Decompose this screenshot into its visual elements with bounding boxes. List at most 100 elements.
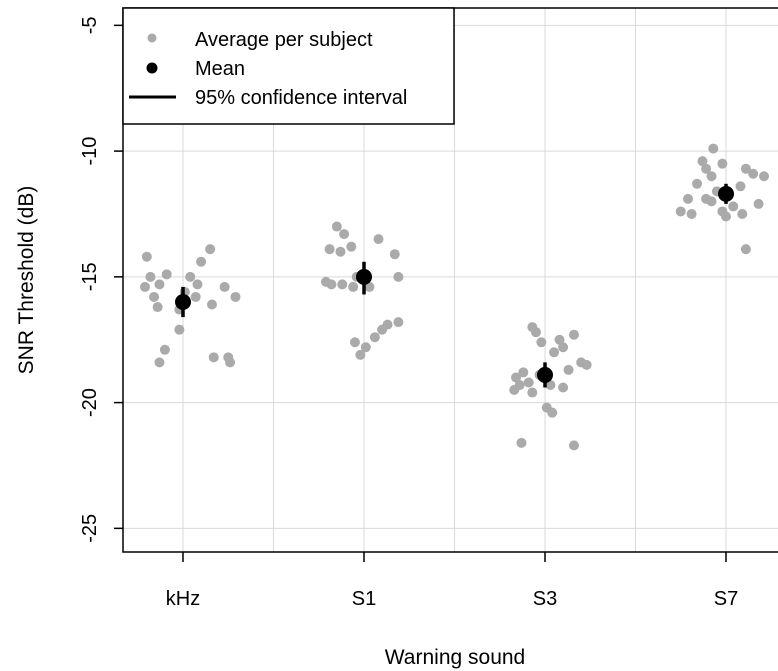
y-tick-label: -10 (79, 137, 101, 166)
x-tick-label: S3 (533, 588, 557, 610)
subject-point (581, 359, 592, 370)
subject-point (192, 279, 203, 290)
subject-point (364, 281, 375, 292)
subject-point (355, 349, 366, 360)
subject-point (735, 181, 746, 192)
subject-point (205, 244, 216, 255)
subject-point (225, 357, 236, 368)
plot-frame (122, 7, 778, 553)
subject-point (721, 211, 731, 222)
subject-point (339, 229, 350, 240)
y-axis-title: SNR Threshold (dB) (15, 186, 38, 375)
subject-point (697, 156, 708, 167)
subject-point (337, 279, 348, 290)
subject-point (145, 271, 156, 282)
subject-point (568, 329, 579, 340)
subject-point (326, 279, 337, 290)
subject-point (230, 291, 241, 302)
subject-point (692, 178, 703, 189)
subject-point (753, 198, 764, 209)
subject-point (208, 352, 219, 363)
mean-point (718, 185, 734, 202)
subject-point (558, 342, 569, 353)
subject-point (740, 163, 751, 174)
subject-point (563, 364, 574, 375)
subject-point (740, 244, 751, 255)
subject-point (706, 171, 717, 182)
subject-point (536, 337, 547, 348)
subject-point (389, 249, 400, 260)
subject-point (360, 342, 371, 353)
subject-point (154, 279, 165, 290)
subject-point (708, 143, 719, 154)
subject-point (346, 241, 357, 252)
subject-point (154, 357, 165, 368)
subject-point (141, 251, 152, 262)
subject-point (748, 168, 759, 179)
legend-ci-label: 95% confidence interval (195, 87, 407, 109)
subject-point (717, 158, 728, 169)
subject-point (152, 302, 163, 313)
subject-point (348, 281, 359, 292)
subject-point (675, 206, 686, 217)
subject-point (139, 281, 150, 292)
mean-point (175, 294, 191, 310)
subject-point (523, 377, 534, 388)
y-tick-label: -25 (79, 514, 101, 543)
subject-point (393, 317, 404, 328)
x-tick-label: S7 (714, 588, 738, 610)
subject-point (701, 163, 712, 174)
y-axis-ticks: -5 -10 -15 -20 -25 (79, 16, 123, 543)
subject-point (331, 221, 342, 232)
legend: Average per subject Mean 95% confidence … (122, 7, 455, 125)
subject-point (686, 208, 697, 219)
x-axis-title: Warning sound (385, 646, 525, 669)
mean-point (356, 268, 372, 285)
mean-points (175, 185, 734, 383)
subject-point (185, 271, 196, 282)
subject-point (516, 437, 527, 448)
legend-subject-label: Average per subject (195, 29, 373, 51)
subject-point (149, 291, 160, 302)
x-tick-label: S1 (352, 588, 376, 610)
subject-point (728, 201, 739, 212)
subject-point (373, 234, 384, 245)
subject-point (558, 382, 569, 393)
subject-point (547, 407, 558, 418)
subject-point (530, 327, 541, 338)
x-tick-label: kHz (166, 588, 200, 610)
legend-mean-label: Mean (195, 58, 245, 80)
subject-point (335, 246, 346, 257)
subject-point (377, 324, 388, 335)
subject-point (518, 367, 529, 378)
subject-point (196, 256, 207, 267)
subject-point (369, 332, 380, 343)
y-tick-label: -15 (79, 262, 101, 291)
mean-point (537, 366, 553, 383)
y-tick-label: -5 (79, 16, 101, 34)
subject-point (737, 208, 748, 219)
subject-point (554, 334, 565, 345)
subject-point (759, 171, 770, 182)
legend-box (122, 7, 455, 125)
subject-point (349, 337, 360, 348)
subject-point (706, 196, 717, 207)
subject-point (219, 281, 230, 292)
subject-point (324, 244, 335, 255)
subject-point (511, 372, 522, 383)
subject-point (174, 324, 185, 335)
y-tick-label: -20 (79, 388, 101, 417)
subject-point (161, 269, 172, 280)
legend-subject-marker (147, 33, 157, 43)
subject-point (568, 440, 579, 451)
subject-point (393, 271, 404, 282)
subject-point (682, 193, 693, 204)
subject-point (206, 299, 217, 310)
subject-point (545, 379, 556, 390)
subject-point (190, 291, 201, 302)
subject-point (509, 385, 520, 396)
subject-point (527, 387, 538, 398)
subject-point (549, 347, 560, 358)
legend-mean-marker (146, 62, 158, 74)
